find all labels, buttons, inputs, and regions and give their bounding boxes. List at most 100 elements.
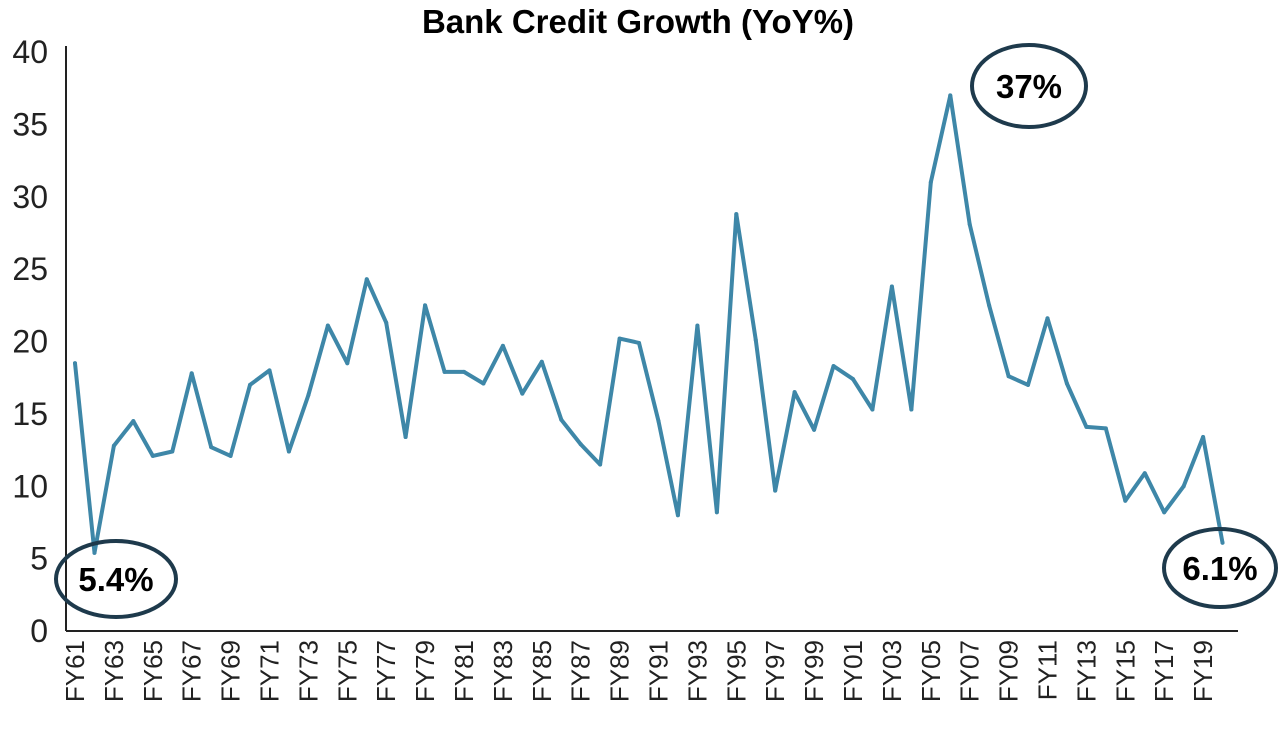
y-tick-label: 5 xyxy=(30,541,48,577)
data-point xyxy=(403,435,408,440)
series-layer xyxy=(73,93,1225,555)
x-tick-label: FY79 xyxy=(410,640,440,702)
x-tick-label: FY91 xyxy=(644,640,674,702)
data-point xyxy=(656,419,661,424)
x-tick-label: FY07 xyxy=(955,640,985,702)
x-tick-label: FY89 xyxy=(605,640,635,702)
annotation-ring xyxy=(970,43,1088,129)
y-tick-label: 30 xyxy=(12,179,48,215)
data-point xyxy=(1181,484,1186,489)
x-tick-label: FY65 xyxy=(138,640,168,702)
data-point xyxy=(92,550,97,555)
chart-title: Bank Credit Growth (YoY%) xyxy=(422,3,854,40)
data-point xyxy=(831,364,836,369)
data-point xyxy=(909,407,914,412)
data-point xyxy=(384,320,389,325)
annotation: 5.4% xyxy=(54,539,178,619)
data-point xyxy=(1064,381,1069,386)
x-tick-label: FY83 xyxy=(488,640,518,702)
data-point xyxy=(539,359,544,364)
data-point xyxy=(1162,510,1167,515)
data-point xyxy=(364,277,369,282)
y-tick-label: 15 xyxy=(12,396,48,432)
annotation: 37% xyxy=(970,43,1088,129)
x-tick-label: FY71 xyxy=(255,640,285,702)
data-point xyxy=(500,343,505,348)
data-point xyxy=(812,427,817,432)
annotation-ring xyxy=(1162,527,1278,609)
annotation-label: 6.1% xyxy=(1182,550,1257,587)
x-tick-label: FY93 xyxy=(682,640,712,702)
data-point xyxy=(1123,498,1128,503)
data-point xyxy=(423,303,428,308)
x-tick-label: FY03 xyxy=(877,640,907,702)
data-point xyxy=(1084,424,1089,429)
annotation-label: 37% xyxy=(996,68,1062,105)
x-tick-label: FY01 xyxy=(838,640,868,702)
y-tick-label: 25 xyxy=(12,251,48,287)
x-tick-label: FY17 xyxy=(1149,640,1179,702)
y-tick-label: 20 xyxy=(12,324,48,360)
x-tick-label: FY87 xyxy=(566,640,596,702)
annotation-label: 5.4% xyxy=(78,561,153,598)
y-tick-label: 0 xyxy=(30,613,48,649)
data-point xyxy=(1103,426,1108,431)
x-tick-label: FY69 xyxy=(216,640,246,702)
data-point xyxy=(967,222,972,227)
data-point xyxy=(189,371,194,376)
data-point xyxy=(870,407,875,412)
x-tick-label: FY19 xyxy=(1188,640,1218,702)
x-tick-label: FY95 xyxy=(721,640,751,702)
annotation-ring xyxy=(54,539,178,619)
data-point xyxy=(286,449,291,454)
data-point xyxy=(170,449,175,454)
annotation-layer: 5.4% 37% 6.1% xyxy=(54,43,1278,619)
data-point xyxy=(675,513,680,518)
data-point xyxy=(306,393,311,398)
data-point xyxy=(851,377,855,382)
x-tick-label: FY81 xyxy=(449,640,479,702)
data-point xyxy=(442,369,447,374)
x-tick-label: FY09 xyxy=(994,640,1024,702)
data-point xyxy=(948,93,953,98)
x-tick-label: FY63 xyxy=(99,640,129,702)
y-tick-label: 40 xyxy=(12,34,48,70)
data-point xyxy=(714,510,719,515)
x-tick-label: FY77 xyxy=(371,640,401,702)
data-point xyxy=(1006,374,1011,379)
data-point xyxy=(753,338,758,343)
y-tick-label: 35 xyxy=(12,106,48,142)
data-point xyxy=(481,381,486,386)
x-tick-label: FY05 xyxy=(916,640,946,702)
series-line xyxy=(73,93,1225,555)
x-tick-label: FY67 xyxy=(177,640,207,702)
data-point xyxy=(1220,540,1225,545)
x-tick-label: FY73 xyxy=(293,640,323,702)
data-point xyxy=(73,361,77,366)
data-point xyxy=(462,369,466,374)
data-point xyxy=(889,284,894,289)
data-point xyxy=(248,382,253,387)
x-tick-label: FY11 xyxy=(1033,640,1063,700)
data-point xyxy=(928,180,933,185)
data-point xyxy=(578,442,583,447)
data-point xyxy=(695,323,700,328)
data-point xyxy=(131,419,136,424)
data-point xyxy=(228,453,233,458)
data-point xyxy=(1045,316,1050,321)
x-axis: FY61 FY63 FY65 FY67 FY69 FY71 FY73 FY75 FY77 FY79… xyxy=(60,630,1238,702)
data-point xyxy=(267,368,272,373)
data-point xyxy=(150,453,155,458)
y-axis: 0 5 10 15 20 25 30 35 40 xyxy=(12,34,67,649)
annotation: 6.1% xyxy=(1162,527,1278,609)
data-point xyxy=(617,336,622,341)
data-point xyxy=(734,212,739,217)
x-tick-label: FY99 xyxy=(799,640,829,702)
data-point xyxy=(1142,471,1147,476)
data-point xyxy=(1201,435,1206,440)
data-point xyxy=(598,462,603,467)
x-tick-label: FY61 xyxy=(60,640,90,702)
data-point xyxy=(111,443,116,448)
data-point xyxy=(209,445,214,450)
data-point xyxy=(559,417,564,422)
